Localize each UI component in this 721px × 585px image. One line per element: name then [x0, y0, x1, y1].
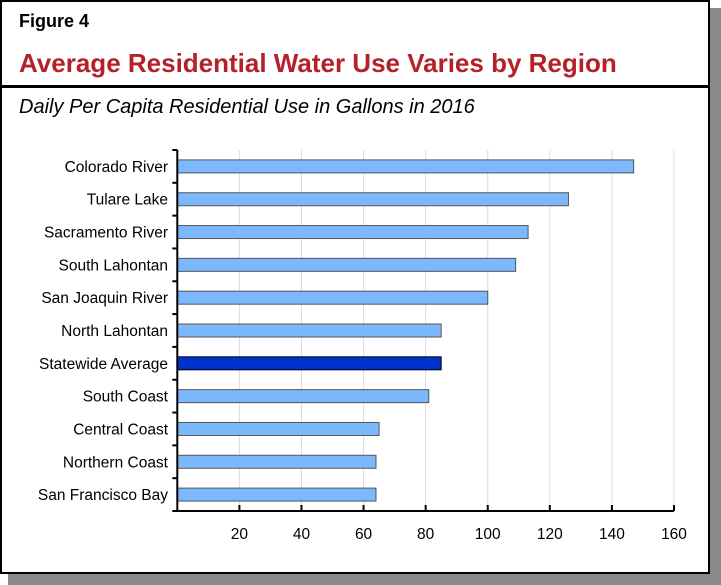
figure-title: Average Residential Water Use Varies by …	[19, 48, 617, 78]
chart-subtitle: Daily Per Capita Residential Use in Gall…	[19, 96, 475, 118]
figure-label: Figure 4	[19, 11, 90, 31]
title-divider	[0, 85, 710, 88]
x-tick-label: 120	[537, 526, 563, 543]
category-label: Central Coast	[73, 421, 168, 438]
figure-frame	[0, 0, 710, 574]
x-tick-label: 160	[661, 526, 687, 543]
bar	[176, 159, 635, 174]
bar	[176, 192, 569, 207]
category-label: South Coast	[83, 389, 169, 406]
x-tick-label: 20	[231, 526, 249, 543]
bar	[176, 421, 380, 436]
category-label: North Lahontan	[61, 323, 168, 340]
bar	[176, 323, 442, 338]
bar	[176, 257, 517, 272]
category-label: Colorado River	[65, 159, 168, 176]
bar	[176, 487, 377, 502]
category-label: Tulare Lake	[87, 192, 168, 209]
category-label: Statewide Average	[39, 356, 168, 373]
bar	[176, 225, 529, 240]
bar	[176, 454, 377, 469]
bar	[176, 290, 489, 305]
category-label: San Joaquin River	[41, 290, 168, 307]
category-label: Sacramento River	[44, 225, 168, 242]
x-tick-label: 100	[475, 526, 501, 543]
bar	[176, 356, 442, 371]
category-label: Northern Coast	[63, 454, 169, 471]
x-tick-label: 40	[293, 526, 311, 543]
x-tick-label: 80	[417, 526, 435, 543]
x-tick-label: 60	[355, 526, 373, 543]
category-label: South Lahontan	[59, 257, 168, 274]
bar	[176, 389, 430, 404]
x-tick-label: 140	[599, 526, 625, 543]
category-label: San Francisco Bay	[38, 487, 168, 504]
